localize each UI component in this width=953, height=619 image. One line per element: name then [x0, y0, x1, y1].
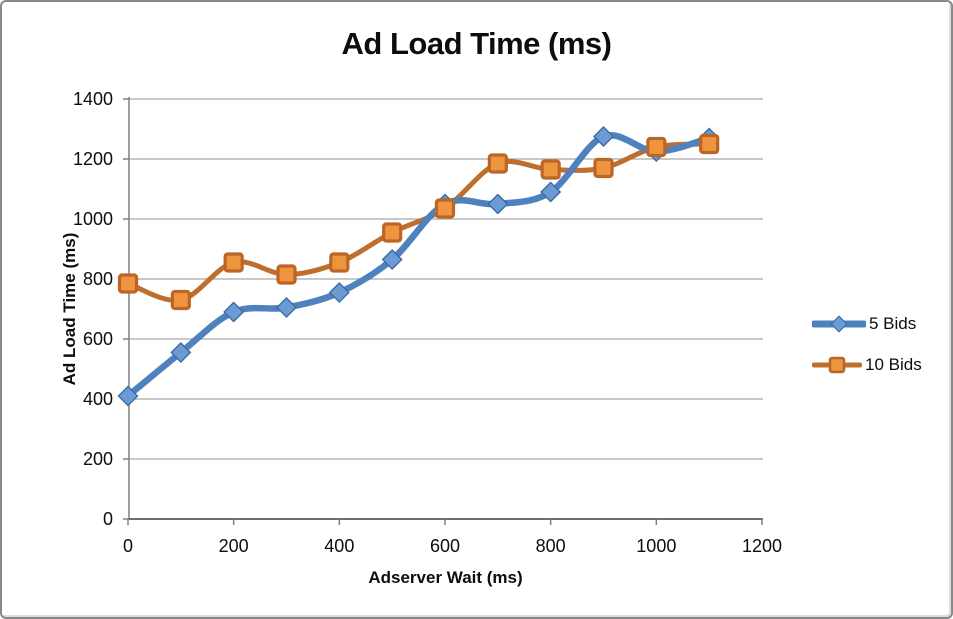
square-marker: [828, 356, 846, 374]
x-tick-label: 800: [536, 536, 566, 556]
diamond-marker: [328, 282, 350, 303]
x-tick-labels: 0 200 400 600 800 1000 1200: [123, 536, 782, 556]
y-tick-label: 1000: [73, 209, 113, 229]
series-line-5-bids: [124, 131, 713, 400]
diamond-marker: [170, 342, 192, 363]
square-marker: [699, 133, 720, 155]
diamond-marker: [593, 126, 614, 147]
y-axis-title: Ad Load Time (ms): [60, 232, 79, 386]
legend-swatch-10-bids: [812, 356, 862, 374]
x-tick-label: 1000: [636, 536, 676, 556]
diamond-marker: [223, 301, 245, 323]
y-tick-labels: 0 200 400 600 800 1000 1200 1400: [73, 89, 113, 529]
square-marker: [540, 159, 561, 180]
x-tick-label: 0: [123, 536, 133, 556]
y-tick-label: 1400: [73, 89, 113, 109]
diamond-marker: [830, 315, 848, 333]
legend-label: 5 Bids: [869, 314, 917, 333]
diamond-marker: [117, 385, 139, 407]
x-axis-title: Adserver Wait (ms): [368, 568, 523, 587]
y-tick-label: 600: [83, 329, 113, 349]
x-tick-label: 1200: [742, 536, 782, 556]
x-tick-label: 200: [219, 536, 249, 556]
square-marker: [487, 153, 508, 174]
legend-entry-10-bids: 10 Bids: [812, 351, 922, 379]
square-marker: [223, 252, 244, 273]
series-markers-10-bids: [117, 133, 720, 311]
square-marker: [170, 289, 191, 311]
chart-title: Ad Load Time (ms): [341, 26, 612, 61]
square-marker: [434, 198, 456, 219]
y-gridlines: [129, 98, 763, 460]
diamond-marker: [487, 193, 509, 215]
diamond-marker: [381, 249, 403, 270]
square-marker: [117, 273, 139, 294]
y-tick-label: 200: [83, 449, 113, 469]
x-tick-label: 400: [324, 536, 354, 556]
y-tick-label: 1200: [73, 149, 113, 169]
square-marker: [646, 136, 667, 158]
series-markers-5-bids: [117, 126, 720, 407]
y-tick-label: 0: [103, 509, 113, 529]
legend: 5 Bids 10 Bids: [812, 310, 922, 392]
legend-swatch-5-bids: [812, 315, 866, 333]
square-marker: [329, 252, 350, 273]
series-line-10-bids: [125, 141, 712, 303]
diamond-marker: [276, 297, 297, 318]
y-tick-label: 800: [83, 269, 113, 289]
legend-entry-5-bids: 5 Bids: [812, 310, 922, 338]
legend-label: 10 Bids: [865, 355, 922, 374]
y-tick-label: 400: [83, 389, 113, 409]
x-tick-label: 600: [430, 536, 460, 556]
square-marker: [276, 264, 297, 285]
square-marker: [593, 157, 614, 179]
square-marker: [382, 222, 403, 243]
axes: [123, 97, 763, 525]
diamond-marker: [540, 181, 562, 203]
